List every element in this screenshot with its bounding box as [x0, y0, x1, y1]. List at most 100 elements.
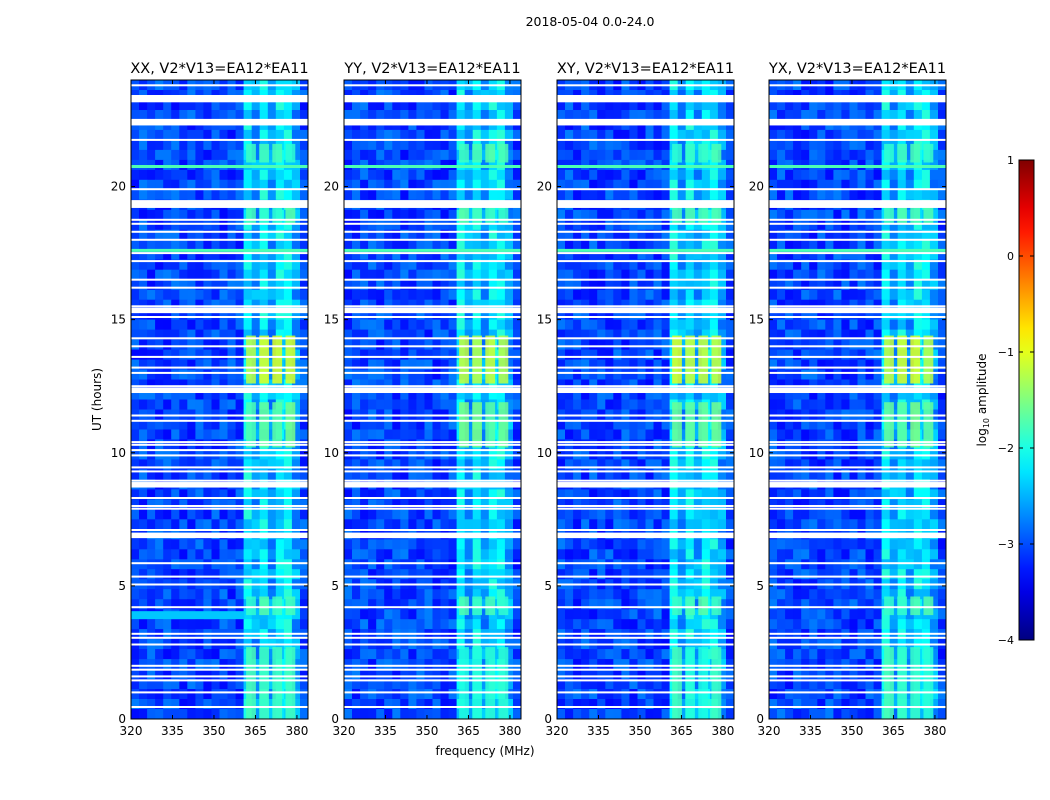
noise-cell	[661, 369, 671, 380]
flag-gap	[557, 505, 734, 507]
noise-cell	[300, 169, 309, 181]
noise-cell	[211, 469, 220, 480]
noise-cell	[565, 239, 574, 251]
noise-cell	[171, 509, 180, 520]
noise-cell	[227, 549, 236, 560]
noise-cell	[400, 669, 409, 680]
noise-cell	[251, 189, 261, 201]
noise-cell	[195, 239, 204, 251]
noise-cell	[653, 619, 662, 630]
noise-cell	[513, 239, 522, 251]
noise-cell	[661, 699, 671, 710]
noise-cell	[251, 129, 261, 141]
noise-cell	[597, 110, 606, 121]
noise-cell	[300, 189, 309, 201]
noise-cell	[416, 619, 425, 630]
noise-cell	[589, 519, 598, 530]
noise-cell	[661, 249, 671, 261]
noise-cell	[267, 689, 277, 700]
noise-cell	[504, 279, 514, 291]
noise-cell	[300, 549, 309, 560]
noise-cell	[360, 359, 369, 371]
noise-cell	[344, 619, 353, 630]
noise-cell	[726, 669, 735, 680]
noise-cell	[661, 299, 671, 311]
noise-cell	[881, 189, 891, 201]
noise-cell	[629, 110, 638, 121]
noise-cell	[131, 359, 140, 371]
noise-cell	[573, 699, 582, 710]
noise-cell	[259, 459, 269, 470]
noise-cell	[605, 239, 614, 251]
noise-cell	[267, 419, 277, 430]
noise-cell	[645, 259, 654, 271]
noise-cell	[360, 649, 369, 660]
flag-gap	[344, 675, 521, 678]
noise-cell	[709, 269, 719, 281]
noise-cell	[480, 169, 490, 181]
noise-cell	[881, 169, 891, 181]
noise-cell	[480, 309, 490, 321]
noise-cell	[155, 709, 164, 720]
noise-cell	[171, 100, 180, 111]
x-tick-label: 380	[498, 724, 521, 738]
noise-cell	[235, 509, 245, 520]
noise-cell	[416, 179, 425, 191]
noise-cell	[243, 309, 253, 321]
noise-cell	[376, 219, 385, 231]
noise-cell	[653, 659, 662, 670]
noise-cell	[613, 699, 622, 710]
noise-cell	[243, 539, 253, 550]
noise-cell	[573, 139, 582, 151]
noise-cell	[392, 599, 401, 610]
noise-cell	[605, 269, 614, 281]
noise-cell	[726, 509, 735, 520]
noise-cell	[513, 399, 522, 410]
noise-cell	[219, 419, 228, 430]
noise-cell	[677, 319, 687, 331]
noise-cell	[440, 299, 449, 311]
noise-cell	[661, 419, 671, 430]
noise-cell	[565, 589, 574, 600]
noise-cell	[424, 569, 433, 580]
noise-cell	[581, 279, 590, 291]
noise-cell	[701, 179, 711, 191]
noise-cell	[938, 179, 947, 191]
noise-cell	[235, 679, 245, 690]
noise-cell	[432, 589, 441, 600]
noise-cell	[693, 329, 703, 341]
noise-cell	[621, 339, 630, 351]
noise-cell	[131, 459, 140, 470]
noise-cell	[368, 569, 377, 580]
noise-cell	[376, 489, 385, 500]
noise-cell	[163, 279, 172, 291]
noise-cell	[726, 389, 735, 400]
noise-cell	[605, 389, 614, 400]
noise-cell	[597, 169, 606, 181]
noise-cell	[496, 489, 506, 500]
noise-cell	[179, 219, 188, 231]
noise-cell	[227, 369, 236, 380]
noise-cell	[464, 359, 474, 371]
noise-cell	[408, 459, 417, 470]
noise-cell	[785, 259, 794, 271]
noise-cell	[897, 229, 907, 241]
noise-cell	[267, 110, 277, 121]
noise-cell	[873, 249, 883, 261]
noise-cell	[187, 569, 196, 580]
noise-cell	[726, 129, 735, 141]
rfi-band	[131, 611, 245, 620]
noise-cell	[416, 689, 425, 700]
noise-cell	[464, 459, 474, 470]
noise-cell	[219, 189, 228, 201]
noise-cell	[344, 459, 353, 470]
noise-cell	[440, 549, 449, 560]
noise-cell	[432, 699, 441, 710]
noise-cell	[376, 309, 385, 321]
noise-cell	[147, 359, 156, 371]
noise-cell	[613, 189, 622, 201]
flag-gap	[131, 497, 308, 499]
noise-cell	[637, 539, 646, 550]
noise-cell	[211, 279, 220, 291]
noise-cell	[211, 399, 220, 410]
